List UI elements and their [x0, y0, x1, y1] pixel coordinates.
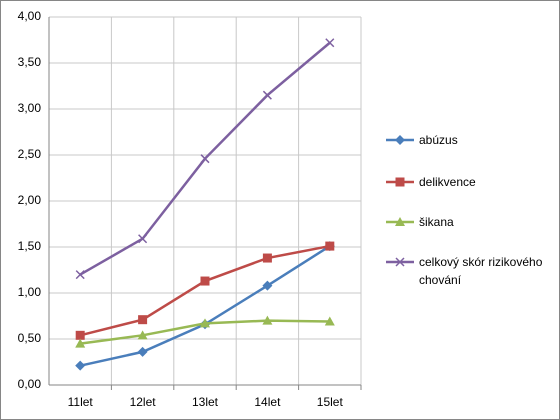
marker — [138, 315, 148, 325]
x-tick-label: 15let — [317, 395, 344, 409]
marker — [262, 253, 272, 263]
y-tick-label: 3,00 — [18, 101, 42, 115]
marker — [325, 38, 335, 48]
marker — [137, 346, 148, 357]
marker — [75, 270, 85, 280]
marker — [75, 330, 85, 340]
marker — [200, 276, 210, 286]
marker — [395, 177, 405, 187]
y-tick-label: 2,00 — [18, 193, 42, 207]
y-tick-label: 4,00 — [18, 9, 42, 23]
marker — [200, 154, 210, 164]
legend-item: celkový skór rizikového chování — [385, 253, 555, 289]
marker — [75, 338, 86, 348]
legend-icon — [386, 177, 414, 187]
legend-icon — [386, 217, 414, 226]
marker — [138, 234, 148, 244]
y-tick-label: 1,00 — [18, 285, 42, 299]
marker — [395, 217, 405, 226]
marker — [262, 315, 273, 325]
legend-item: abúzus — [385, 131, 555, 149]
marker — [395, 257, 405, 267]
y-tick-label: 0,50 — [18, 331, 42, 345]
marker — [75, 360, 86, 371]
x-tick-label: 14let — [254, 395, 281, 409]
marker — [262, 280, 273, 291]
marker — [137, 330, 148, 340]
y-tick-label: 2,50 — [18, 147, 42, 161]
legend-label: abúzus — [419, 133, 458, 147]
marker — [325, 241, 335, 251]
y-tick-label: 0,00 — [18, 377, 42, 391]
legend-item: šikana — [385, 213, 555, 231]
x-tick-label: 11let — [68, 395, 94, 409]
legend-label: celkový skór rizikového chování — [419, 255, 543, 287]
marker — [262, 90, 272, 100]
legend-icon — [386, 257, 414, 267]
legend-item: delikvence — [385, 173, 555, 191]
marker — [395, 135, 405, 145]
y-tick-label: 3,50 — [18, 55, 42, 69]
x-tick-label: 13let — [192, 395, 219, 409]
y-tick-label: 1,50 — [18, 239, 42, 253]
x-tick-label: 12let — [130, 395, 157, 409]
marker — [324, 316, 335, 326]
legend-label: šikana — [419, 215, 454, 229]
legend-icon — [386, 135, 414, 145]
series-line — [79, 245, 331, 367]
legend-label: delikvence — [419, 175, 476, 189]
marker — [200, 318, 210, 328]
